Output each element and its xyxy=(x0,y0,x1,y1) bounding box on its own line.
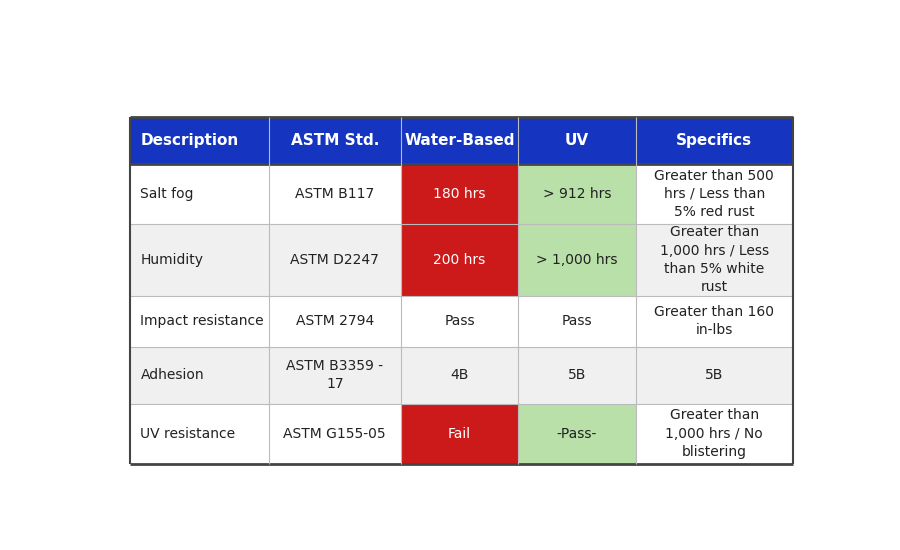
Bar xyxy=(269,224,400,295)
Bar xyxy=(130,347,269,404)
Bar xyxy=(518,295,635,347)
Bar xyxy=(518,224,635,295)
Bar xyxy=(635,117,793,164)
Text: ASTM D2247: ASTM D2247 xyxy=(291,253,379,267)
Text: Fail: Fail xyxy=(448,427,471,441)
Bar xyxy=(635,224,793,295)
Bar xyxy=(130,404,269,464)
Bar xyxy=(400,164,518,224)
Bar xyxy=(269,164,400,224)
Text: Humidity: Humidity xyxy=(140,253,203,267)
Text: UV resistance: UV resistance xyxy=(140,427,236,441)
Bar xyxy=(130,117,269,164)
Bar xyxy=(635,295,793,347)
Text: Pass: Pass xyxy=(445,314,475,328)
Text: ASTM B3359 -
17: ASTM B3359 - 17 xyxy=(286,359,383,392)
Bar xyxy=(130,164,269,224)
Bar xyxy=(518,404,635,464)
Bar xyxy=(269,117,400,164)
Bar xyxy=(130,224,269,295)
Bar xyxy=(400,295,518,347)
Text: 200 hrs: 200 hrs xyxy=(433,253,486,267)
Text: Greater than
1,000 hrs / No
blistering: Greater than 1,000 hrs / No blistering xyxy=(665,409,763,459)
Bar xyxy=(269,404,400,464)
Text: Water-Based: Water-Based xyxy=(404,133,515,148)
Bar xyxy=(269,295,400,347)
Text: -Pass-: -Pass- xyxy=(557,427,598,441)
Text: Description: Description xyxy=(140,133,238,148)
Bar xyxy=(400,404,518,464)
Text: Pass: Pass xyxy=(562,314,592,328)
Bar xyxy=(518,117,635,164)
Bar xyxy=(400,224,518,295)
Text: > 912 hrs: > 912 hrs xyxy=(543,187,611,201)
Text: Salt fog: Salt fog xyxy=(140,187,194,201)
Text: Specifics: Specifics xyxy=(676,133,752,148)
Bar xyxy=(635,347,793,404)
Bar xyxy=(518,164,635,224)
Bar xyxy=(400,347,518,404)
Text: Adhesion: Adhesion xyxy=(140,368,204,382)
Text: ASTM 2794: ASTM 2794 xyxy=(296,314,374,328)
Bar xyxy=(518,347,635,404)
Text: ASTM B117: ASTM B117 xyxy=(295,187,374,201)
Text: 5B: 5B xyxy=(705,368,724,382)
Text: Greater than 500
hrs / Less than
5% red rust: Greater than 500 hrs / Less than 5% red … xyxy=(654,168,774,219)
Bar xyxy=(269,347,400,404)
Text: UV: UV xyxy=(565,133,590,148)
Text: 5B: 5B xyxy=(568,368,586,382)
Text: 4B: 4B xyxy=(450,368,469,382)
Text: Greater than 160
in-lbs: Greater than 160 in-lbs xyxy=(654,305,774,337)
Bar xyxy=(130,295,269,347)
Text: ASTM Std.: ASTM Std. xyxy=(291,133,379,148)
Text: ASTM G155-05: ASTM G155-05 xyxy=(284,427,386,441)
Bar xyxy=(400,117,518,164)
Bar xyxy=(635,164,793,224)
Text: 180 hrs: 180 hrs xyxy=(433,187,486,201)
Text: Impact resistance: Impact resistance xyxy=(140,314,264,328)
Text: Greater than
1,000 hrs / Less
than 5% white
rust: Greater than 1,000 hrs / Less than 5% wh… xyxy=(660,226,769,294)
Text: > 1,000 hrs: > 1,000 hrs xyxy=(536,253,617,267)
Bar xyxy=(635,404,793,464)
